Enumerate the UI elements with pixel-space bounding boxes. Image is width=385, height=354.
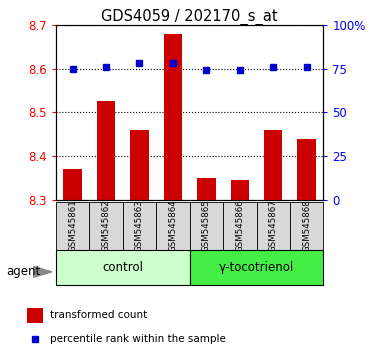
- Title: GDS4059 / 202170_s_at: GDS4059 / 202170_s_at: [101, 8, 278, 25]
- Text: percentile rank within the sample: percentile rank within the sample: [50, 335, 226, 344]
- Bar: [223, 202, 256, 250]
- Text: GSM545868: GSM545868: [302, 199, 311, 252]
- Bar: [56, 250, 189, 285]
- Bar: [156, 202, 189, 250]
- Text: GSM545861: GSM545861: [68, 199, 77, 252]
- Text: control: control: [102, 261, 143, 274]
- Text: γ-tocotrienol: γ-tocotrienol: [219, 261, 294, 274]
- Bar: [189, 202, 223, 250]
- Text: GSM545863: GSM545863: [135, 199, 144, 252]
- Text: transformed count: transformed count: [50, 310, 147, 320]
- Bar: [123, 202, 156, 250]
- Bar: [56, 202, 89, 250]
- Text: agent: agent: [6, 266, 40, 278]
- Bar: [197, 178, 216, 200]
- Bar: [189, 250, 323, 285]
- Bar: [97, 102, 115, 200]
- Bar: [130, 130, 149, 200]
- Text: GSM545866: GSM545866: [235, 199, 244, 252]
- Polygon shape: [33, 267, 52, 277]
- Text: GSM545865: GSM545865: [202, 199, 211, 252]
- Bar: [290, 202, 323, 250]
- Bar: [64, 169, 82, 200]
- Bar: [256, 202, 290, 250]
- Bar: [27, 308, 43, 323]
- Bar: [89, 202, 123, 250]
- Bar: [298, 139, 316, 200]
- Bar: [164, 34, 182, 200]
- Bar: [264, 130, 283, 200]
- Bar: [231, 180, 249, 200]
- Text: GSM545864: GSM545864: [168, 199, 177, 252]
- Text: GSM545862: GSM545862: [102, 199, 110, 252]
- Text: GSM545867: GSM545867: [269, 199, 278, 252]
